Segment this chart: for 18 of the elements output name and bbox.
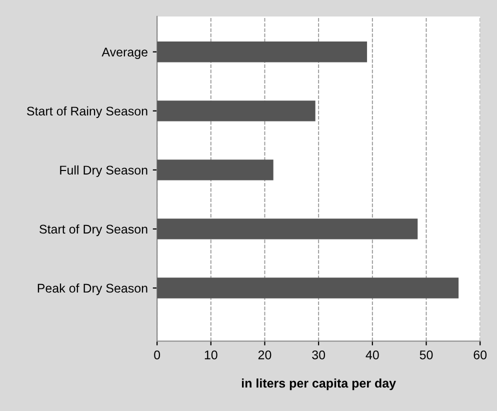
x-tick-label: 10: [204, 350, 218, 360]
x-tick-label: 30: [312, 350, 326, 360]
y-tick-label: Peak of Dry Season: [38, 283, 148, 296]
x-tick-label: 50: [420, 350, 433, 360]
y-tick-label: Start of Rainy Season: [27, 106, 148, 118]
x-tick-label: 40: [366, 350, 379, 360]
bar: [157, 218, 418, 240]
bar: [157, 42, 368, 62]
y-tick-label: Average: [102, 48, 148, 59]
x-tick-label: 20: [258, 350, 272, 360]
bar: [157, 160, 274, 180]
x-axis-title: in liters per capita per day: [242, 378, 396, 390]
bar: [157, 100, 316, 122]
x-tick-label: 0: [154, 350, 160, 360]
x-tick-label: 60: [474, 350, 487, 360]
bar: [157, 278, 459, 298]
y-tick-label: Start of Dry Season: [40, 224, 148, 236]
y-tick-label: Full Dry Season: [60, 165, 148, 178]
